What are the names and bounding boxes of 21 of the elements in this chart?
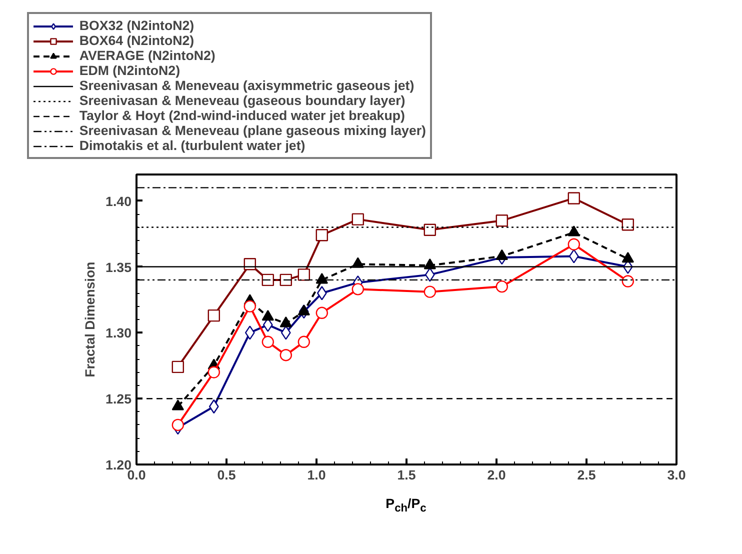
x-axis-title: P$_{ch}$/P$_{c}$ [386, 495, 426, 517]
y-tick-label: 1.40 [106, 194, 132, 209]
x-tick-label: 3.0 [667, 468, 686, 482]
y-tick-label: 1.25 [106, 392, 132, 407]
x-tick-label: 2.0 [487, 468, 506, 482]
legend-label: Dimotakis et al. (turbulent water jet) [79, 138, 306, 153]
legend-label: Sreenivasan & Meneveau (gaseous boundary layer) [79, 93, 406, 108]
x-tick-label: 0.5 [217, 468, 236, 482]
x-tick-label: 2.5 [577, 468, 596, 482]
legend-label: Sreenivasan & Meneveau (axisymmetric gaseous jet) [79, 78, 414, 93]
legend-label: AVERAGE (N2intoN2) [79, 48, 216, 63]
x-tick-label: 1.5 [397, 468, 416, 482]
x-tick-label: 1.0 [307, 468, 326, 482]
legend-label: BOX64 (N2intoN2) [79, 33, 194, 48]
legend-label: Sreenivasan & Meneveau (plane gaseous mixing layer) [79, 123, 426, 138]
legend-label: Taylor & Hoyt (2nd-wind-induced water jet breakup) [79, 108, 405, 123]
y-axis-title: Fractal Dimension [82, 262, 98, 378]
y-tick-label: 1.30 [106, 326, 132, 341]
y-tick-label: 1.35 [106, 260, 132, 275]
legend-label: EDM (N2intoN2) [79, 63, 180, 78]
legend-label: BOX32 (N2intoN2) [79, 18, 194, 33]
